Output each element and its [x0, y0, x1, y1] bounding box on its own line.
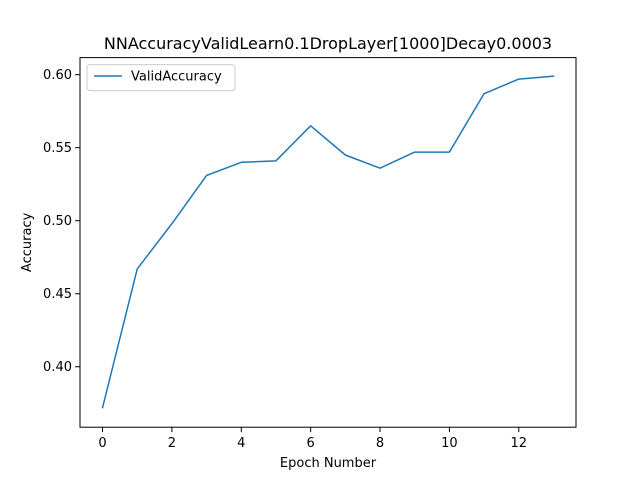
chart-title: NNAccuracyValidLearn0.1DropLayer[1000]De… — [104, 34, 552, 53]
legend-box — [86, 64, 236, 92]
data-point — [136, 268, 138, 270]
data-point — [240, 162, 242, 164]
y-tick-label: 0.50 — [43, 214, 72, 229]
y-tick-label: 0.55 — [43, 141, 72, 156]
data-point — [553, 75, 555, 77]
x-tick-label: 12 — [510, 436, 527, 451]
x-tick-label: 4 — [237, 436, 245, 451]
legend-label: ValidAccuracy — [131, 70, 222, 85]
plot-area — [80, 57, 576, 428]
y-tick-label: 0.45 — [43, 287, 72, 302]
axes-frame — [79, 57, 577, 428]
series-line-validaccuracy — [101, 75, 555, 409]
x-tick-label: 0 — [98, 436, 106, 451]
data-point — [310, 125, 312, 127]
data-point — [275, 160, 277, 162]
y-axis-label: Accuracy — [20, 212, 35, 272]
data-point — [379, 167, 381, 169]
x-axis-label: Epoch Number — [280, 456, 377, 471]
data-point — [206, 175, 208, 177]
data-point — [171, 223, 173, 225]
data-point — [449, 151, 451, 153]
y-axis: 0.40 0.45 0.50 0.55 0.60 — [43, 68, 80, 375]
series-layer — [101, 75, 555, 409]
data-point — [518, 78, 520, 80]
data-point — [414, 151, 416, 153]
x-tick-label: 8 — [376, 436, 384, 451]
data-point — [102, 407, 104, 409]
x-tick-label: 10 — [441, 436, 458, 451]
data-point — [483, 93, 485, 95]
x-tick-label: 2 — [168, 436, 176, 451]
legend: ValidAccuracy — [86, 64, 236, 92]
x-tick-label: 6 — [307, 436, 315, 451]
data-point — [345, 154, 347, 156]
x-axis: 0 2 4 6 8 10 12 — [98, 427, 527, 451]
y-tick-label: 0.60 — [43, 68, 72, 83]
y-tick-label: 0.40 — [43, 360, 72, 375]
